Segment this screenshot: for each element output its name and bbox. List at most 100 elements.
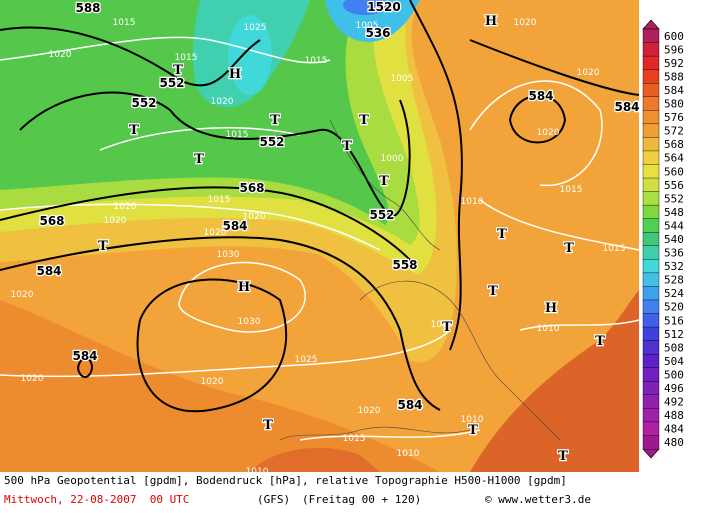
legend-swatch xyxy=(642,96,660,111)
map-label: 584 xyxy=(72,349,97,363)
map-label: T xyxy=(497,227,507,242)
map-label: 1020 xyxy=(514,18,537,28)
footer-model: (GFS) xyxy=(257,493,291,506)
legend-label: 548 xyxy=(664,206,684,219)
cold-core xyxy=(343,0,387,15)
map-label: T xyxy=(488,284,498,299)
legend-swatch xyxy=(642,218,660,233)
map-label: 568 xyxy=(39,214,64,228)
legend-swatch xyxy=(642,313,660,328)
map-label: T xyxy=(98,239,108,254)
legend-label: 532 xyxy=(664,260,684,273)
map-label: 558 xyxy=(392,258,417,272)
map-label: T xyxy=(442,320,452,335)
map-label: 1015 xyxy=(175,53,198,63)
map-label: 1015 xyxy=(113,18,136,28)
cold-core xyxy=(228,15,272,95)
legend-swatch xyxy=(642,232,660,247)
map-label: 1020 xyxy=(577,68,600,78)
map-label: 584 xyxy=(36,264,61,278)
legend-swatch xyxy=(642,69,660,84)
legend-label: 588 xyxy=(664,70,684,83)
map-label: 1005 xyxy=(356,21,379,31)
legend-label: 508 xyxy=(664,341,684,354)
map-label: 1020 xyxy=(21,374,44,384)
legend-label: 512 xyxy=(664,328,684,341)
map-label: T xyxy=(342,139,352,154)
legend-swatch xyxy=(642,204,660,220)
map-label: H xyxy=(545,301,557,316)
map-label: 1020 xyxy=(49,50,72,60)
map-label: H xyxy=(229,67,241,82)
map-label: T xyxy=(595,334,605,349)
map-label: 1015 xyxy=(208,195,231,205)
footer-credit: © www.wetter3.de xyxy=(485,493,591,506)
legend-label: 600 xyxy=(664,30,684,43)
map-label: 584 xyxy=(222,219,247,233)
color-legend xyxy=(642,19,660,459)
legend-label: 580 xyxy=(664,98,684,111)
legend-label: 516 xyxy=(664,314,684,327)
legend-label: 596 xyxy=(664,43,684,56)
legend-swatch xyxy=(642,326,660,342)
legend-swatch xyxy=(642,137,660,152)
map-label: T xyxy=(129,123,139,138)
map-label: 1010 xyxy=(461,197,484,207)
footer-description: 500 hPa Geopotential [gpdm], Bodendruck … xyxy=(4,474,567,487)
legend-label: 536 xyxy=(664,247,684,260)
map-label: 588 xyxy=(75,1,100,15)
legend-label: 540 xyxy=(664,233,684,246)
legend-label: 504 xyxy=(664,355,684,368)
cold-region xyxy=(0,0,390,225)
map-label: 584 xyxy=(397,398,422,412)
map-label: 1015 xyxy=(343,434,366,444)
legend-swatch xyxy=(642,286,660,301)
legend-swatch xyxy=(642,381,660,396)
map-label: 552 xyxy=(259,135,284,149)
legend-label: 520 xyxy=(664,301,684,314)
map-label: 552 xyxy=(369,208,394,222)
hot-region xyxy=(470,290,639,472)
map-label: 1010 xyxy=(537,324,560,334)
map-label: 1015 xyxy=(226,130,249,140)
map-label: 584 xyxy=(528,89,553,103)
map-label: 1520 xyxy=(367,0,400,14)
legend-arrow xyxy=(642,19,660,30)
map-label: T xyxy=(379,174,389,189)
legend-swatch xyxy=(642,367,660,382)
legend-swatch xyxy=(642,123,660,138)
map-label: 1025 xyxy=(244,23,267,33)
map-label: 1020 xyxy=(201,377,224,387)
map-label: 536 xyxy=(365,26,390,40)
map-label: 1025 xyxy=(295,355,318,365)
map-label: 1020 xyxy=(358,406,381,416)
legend-label: 560 xyxy=(664,165,684,178)
legend-label: 564 xyxy=(664,152,684,165)
map-label: 1020 xyxy=(537,128,560,138)
legend-label: 552 xyxy=(664,192,684,205)
map-label: H xyxy=(238,280,250,295)
map-label: T xyxy=(263,418,273,433)
map-label: T xyxy=(564,241,574,256)
map-label: 1030 xyxy=(217,250,240,260)
legend-label: 572 xyxy=(664,125,684,138)
legend-swatch xyxy=(642,353,660,369)
legend-swatch xyxy=(642,408,660,423)
map-label: 1030 xyxy=(238,317,261,327)
hot-region xyxy=(250,447,380,472)
map-label: 1020 xyxy=(11,290,34,300)
legend-label: 592 xyxy=(664,57,684,70)
map-label: T xyxy=(558,449,568,464)
legend-swatch xyxy=(642,82,660,98)
legend-swatch xyxy=(642,28,660,44)
map-label: 584 xyxy=(614,100,639,114)
legend-label: 556 xyxy=(664,179,684,192)
legend-label: 484 xyxy=(664,423,684,436)
map-label: 1010 xyxy=(461,415,484,425)
legend-swatch xyxy=(642,42,660,57)
map-label: 1015 xyxy=(603,244,626,254)
map-label: T xyxy=(270,113,280,128)
map-label: 1010 xyxy=(246,467,269,472)
warm-region xyxy=(0,300,440,472)
legend-swatch xyxy=(642,110,660,125)
